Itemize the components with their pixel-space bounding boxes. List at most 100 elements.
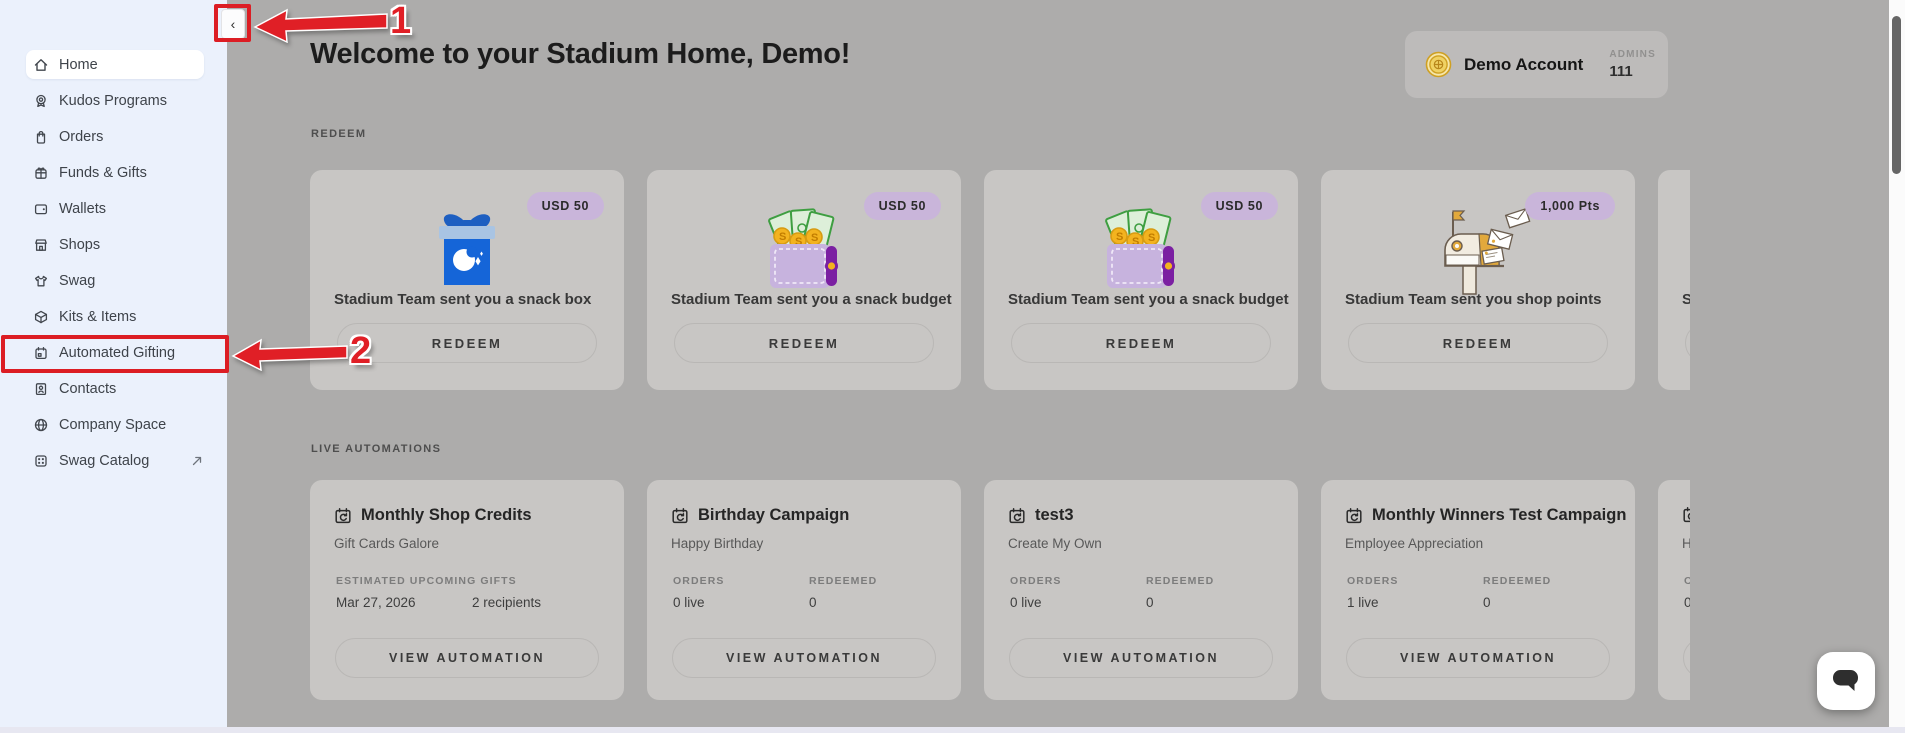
sidebar-item-orders[interactable]: Orders (26, 122, 204, 151)
amount-badge: USD 50 (863, 192, 941, 220)
account-name: Demo Account (1464, 54, 1584, 74)
svg-text:S: S (811, 232, 818, 244)
sidebar-item-kudos-programs[interactable]: Kudos Programs (26, 86, 204, 115)
sidebar-item-label: Funds & Gifts (59, 164, 147, 181)
sidebar-item-company-space[interactable]: Company Space (26, 410, 204, 439)
sidebar-item-kits-items[interactable]: Kits & Items (26, 302, 204, 331)
redeem-card-partial: S (1658, 170, 1690, 390)
calendar-repeat-icon (1008, 507, 1026, 525)
calendar-repeat-icon (1345, 507, 1363, 525)
stat-value: 0 live (1010, 595, 1042, 610)
sidebar-item-label: Shops (59, 236, 101, 253)
stat-label: REDEEMED (1483, 575, 1552, 587)
cube-icon (33, 309, 49, 325)
stat-value: 0 (1684, 595, 1690, 610)
calendar-icon (33, 345, 49, 361)
gift-icon (33, 165, 49, 181)
storefront-icon (33, 237, 49, 253)
chat-bubble-icon (1831, 667, 1861, 696)
gift-box-illustration (310, 180, 624, 300)
account-badge[interactable]: Demo Account ADMINS 111 (1405, 31, 1668, 98)
sidebar-item-home[interactable]: Home (26, 50, 204, 79)
sidebar-item-label: Kits & Items (59, 308, 137, 325)
view-automation-button[interactable]: VIEW AUTOMATION (1346, 638, 1610, 678)
stat-label: ORDERS (1010, 575, 1062, 587)
stat-label: ORDERS (1347, 575, 1399, 587)
sidebar-item-contacts[interactable]: Contacts (26, 374, 204, 403)
mailbox-illustration (1321, 180, 1635, 300)
stat-value: 0 (809, 595, 817, 610)
stat-value: Mar 27, 2026 (336, 595, 416, 610)
stat-value: 0 (1483, 595, 1491, 610)
automation-title: Birthday Campaign (698, 506, 850, 524)
sidebar-item-shops[interactable]: Shops (26, 230, 204, 259)
contact-card-icon (33, 381, 49, 397)
calendar-repeat-icon (671, 507, 689, 525)
calendar-repeat-icon (334, 507, 352, 525)
admins-count: 111 (1609, 63, 1633, 80)
redeem-button[interactable] (1685, 323, 1690, 363)
scrollbar-thumb[interactable] (1892, 16, 1901, 174)
sidebar-item-automated-gifting[interactable]: Automated Gifting (26, 338, 204, 367)
catalog-grid-icon (33, 453, 49, 469)
automation-subtitle: Gift Cards Galore (334, 536, 440, 551)
automation-title: Monthly Shop Credits (361, 506, 532, 524)
redeem-card-row: USD 50 Stadium Team sent you a snack box… (310, 170, 1690, 391)
redeem-button[interactable]: REDEEM (337, 323, 597, 363)
redeem-button[interactable]: REDEEM (1348, 323, 1608, 363)
view-automation-button[interactable] (1683, 638, 1690, 678)
stat-label: REDEEMED (1146, 575, 1215, 587)
sidebar: Home Kudos Programs Orders Funds & Gifts (0, 0, 227, 733)
svg-text:S: S (1132, 236, 1139, 248)
annotation-arrow-2 (231, 337, 349, 376)
redeem-button[interactable]: REDEEM (1011, 323, 1271, 363)
redeem-card-title: Stadium Team sent you a snack budget (671, 291, 952, 308)
sidebar-item-swag-catalog[interactable]: Swag Catalog (26, 446, 204, 475)
view-automation-button[interactable]: VIEW AUTOMATION (335, 638, 599, 678)
svg-text:S: S (779, 231, 786, 243)
sidebar-item-label: Wallets (59, 200, 106, 217)
chevron-left-icon: ‹ (230, 16, 236, 32)
automation-card-row: Monthly Shop Credits Gift Cards Galore E… (310, 480, 1690, 703)
automation-title: Monthly Winners Test Campaign (1372, 506, 1627, 524)
amount-badge: USD 50 (1200, 192, 1278, 220)
stat-label: REDEEMED (809, 575, 878, 587)
annotation-step-1: 1 (390, 0, 412, 42)
external-link-icon (192, 456, 202, 466)
scrollbar[interactable] (1889, 0, 1905, 733)
automation-card: Monthly Shop Credits Gift Cards Galore E… (310, 480, 624, 700)
redeem-card-title: Stadium Team sent you a snack box (334, 291, 592, 308)
redeem-button[interactable]: REDEEM (674, 323, 934, 363)
redeem-card: 1,000 Pts Stadium Team sent you shop poi… (1321, 170, 1635, 390)
automation-subtitle: Happy Birthday (671, 536, 764, 551)
svg-text:S: S (795, 236, 802, 248)
automations-section-label: LIVE AUTOMATIONS (311, 443, 442, 455)
chat-launcher-button[interactable] (1817, 652, 1875, 710)
sidebar-nav: Home Kudos Programs Orders Funds & Gifts (0, 50, 227, 482)
redeem-card-title: S (1682, 291, 1690, 308)
globe-icon (33, 417, 49, 433)
view-automation-button[interactable]: VIEW AUTOMATION (1009, 638, 1273, 678)
wallet-icon (33, 201, 49, 217)
coin-icon (1425, 51, 1452, 78)
svg-text:S: S (1148, 232, 1155, 244)
sidebar-collapse-button[interactable]: ‹ (221, 9, 245, 39)
sidebar-item-swag[interactable]: Swag (26, 266, 204, 295)
sidebar-item-wallets[interactable]: Wallets (26, 194, 204, 223)
sidebar-item-label: Orders (59, 128, 104, 145)
automation-card: test3 Create My Own ORDERS REDEEMED 0 li… (984, 480, 1298, 700)
redeem-card-title: Stadium Team sent you a snack budget (1008, 291, 1289, 308)
redeem-section-label: REDEEM (311, 128, 367, 140)
tshirt-icon (33, 273, 49, 289)
sidebar-item-funds-gifts[interactable]: Funds & Gifts (26, 158, 204, 187)
stat-value: 1 live (1347, 595, 1379, 610)
annotation-step-2: 2 (350, 330, 372, 372)
redeem-card-title: Stadium Team sent you shop points (1345, 291, 1602, 308)
view-automation-button[interactable]: VIEW AUTOMATION (672, 638, 936, 678)
annotation-arrow-1 (253, 5, 389, 48)
stat-label: ESTIMATED UPCOMING GIFTS (336, 575, 517, 587)
stat-value: 0 (1146, 595, 1154, 610)
